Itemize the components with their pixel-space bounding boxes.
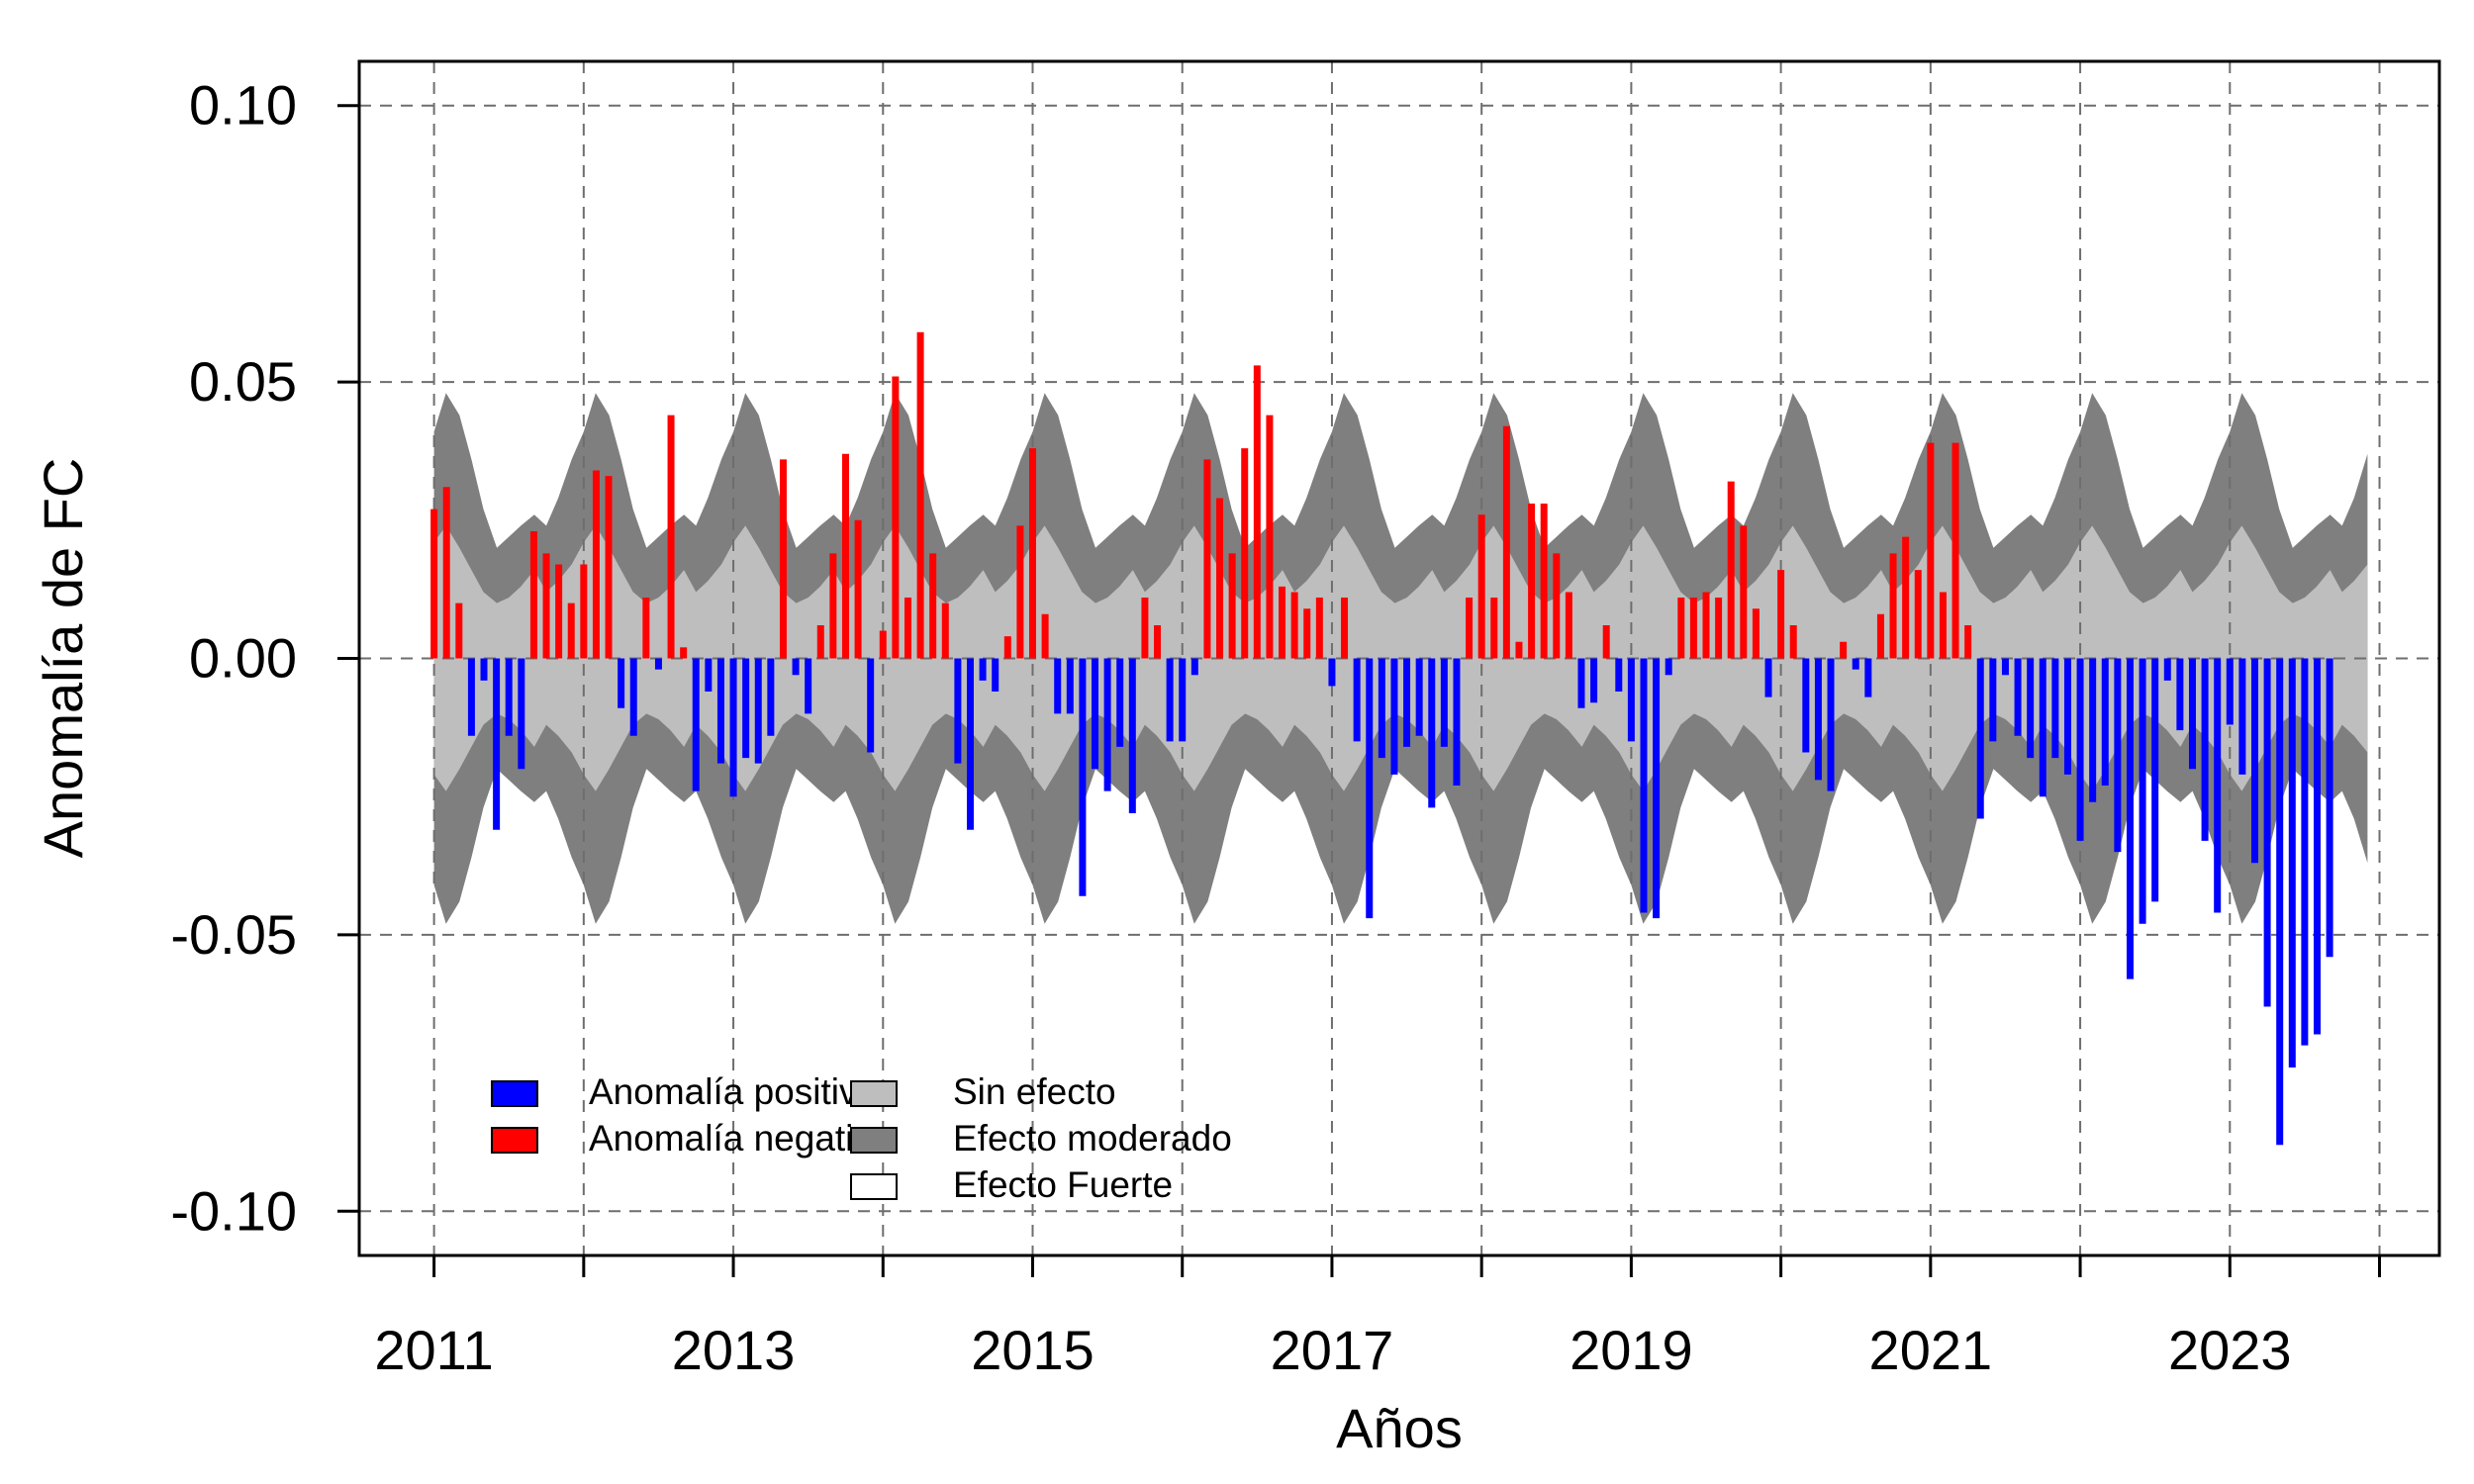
legend-swatch: [850, 1127, 898, 1154]
anomaly-bars: [430, 331, 2333, 1146]
y-tick-label: -0.10: [170, 1179, 297, 1242]
x-axis: 2011 2013 2015 2017 2019 2021 2023: [374, 1253, 2382, 1381]
legend-label: Anomalía positiva: [589, 1071, 878, 1112]
legend-swatch: [491, 1127, 538, 1154]
y-axis: 0.10 0.05 0.00 -0.05 -0.10: [170, 74, 361, 1242]
x-tick-label: 2017: [1271, 1319, 1394, 1381]
x-tick-label: 2013: [672, 1319, 796, 1381]
legend-swatch: [850, 1080, 898, 1107]
x-tick-label: 2011: [374, 1319, 493, 1381]
legend-label: Efecto moderado: [953, 1118, 1232, 1159]
y-tick-label: 0.10: [189, 74, 297, 137]
y-tick-label: 0.00: [189, 627, 297, 690]
legend-swatch: [491, 1080, 538, 1107]
x-axis-label: Años: [1336, 1397, 1463, 1459]
legend-label: Efecto Fuerte: [953, 1164, 1173, 1205]
legend-label: Sin efecto: [953, 1071, 1116, 1112]
x-tick-label: 2015: [971, 1319, 1094, 1381]
legend-swatch: [850, 1173, 898, 1200]
x-tick-label: 2021: [1869, 1319, 1993, 1381]
x-tick-label: 2019: [1570, 1319, 1693, 1381]
x-tick-label: 2023: [2168, 1319, 2292, 1381]
y-tick-label: 0.05: [189, 350, 297, 413]
legend-label: Anomalía negativa: [589, 1118, 893, 1159]
legend: Anomalía positiva Anomalía negativa Sin ef…: [491, 1071, 1232, 1205]
y-axis-label: Anomalía de FC: [32, 458, 94, 859]
y-tick-label: -0.05: [170, 903, 297, 966]
